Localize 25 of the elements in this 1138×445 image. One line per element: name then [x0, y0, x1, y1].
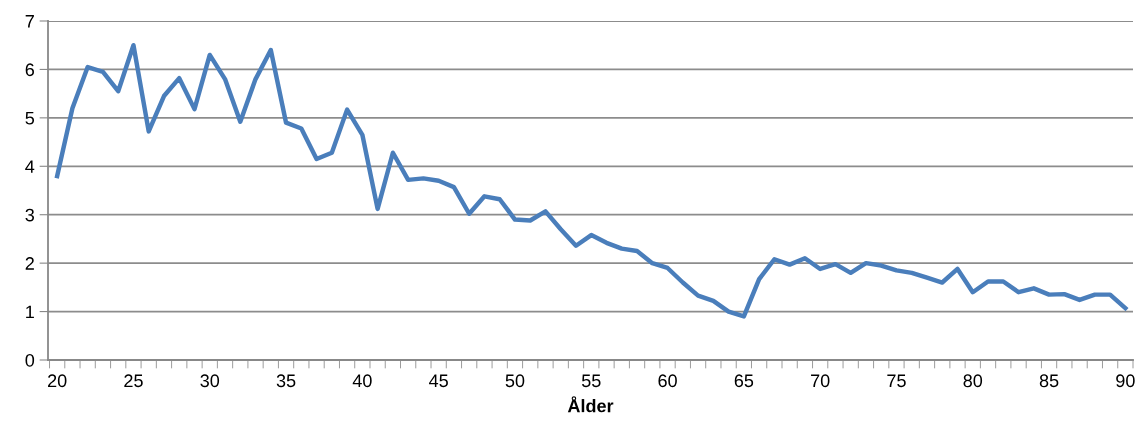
x-tick-label: 20: [48, 374, 67, 388]
line-series: [54, 42, 1128, 319]
x-tick-label: 70: [811, 374, 830, 388]
x-tick-label: 65: [734, 374, 754, 388]
x-tick-label: 75: [887, 374, 906, 388]
x-tick-label: 25: [124, 374, 143, 388]
y-tick-label: 0: [25, 353, 35, 367]
x-tick-label: 55: [581, 374, 601, 388]
x-tick-label: 30: [200, 374, 220, 388]
y-tick-label: 5: [25, 111, 35, 125]
x-tick-label: 45: [429, 374, 448, 388]
y-tick-label: 4: [25, 160, 35, 173]
x-tick-label: 35: [276, 374, 296, 388]
x-axis-title: Ålder: [567, 396, 614, 413]
x-tick-label: 90: [1116, 374, 1135, 388]
x-tick-label: 85: [1039, 374, 1059, 388]
y-tick-label: 1: [26, 305, 34, 319]
y-tick-label: 7: [25, 15, 34, 28]
y-tick-label: 6: [25, 63, 35, 77]
y-tick-label: 2: [25, 257, 34, 270]
x-tick-label: 50: [505, 374, 525, 388]
x-tick-label: 80: [963, 374, 983, 388]
x-tick-label: 40: [352, 374, 372, 388]
y-tick-label: 3: [25, 208, 35, 222]
x-tick-label: 60: [658, 374, 677, 388]
